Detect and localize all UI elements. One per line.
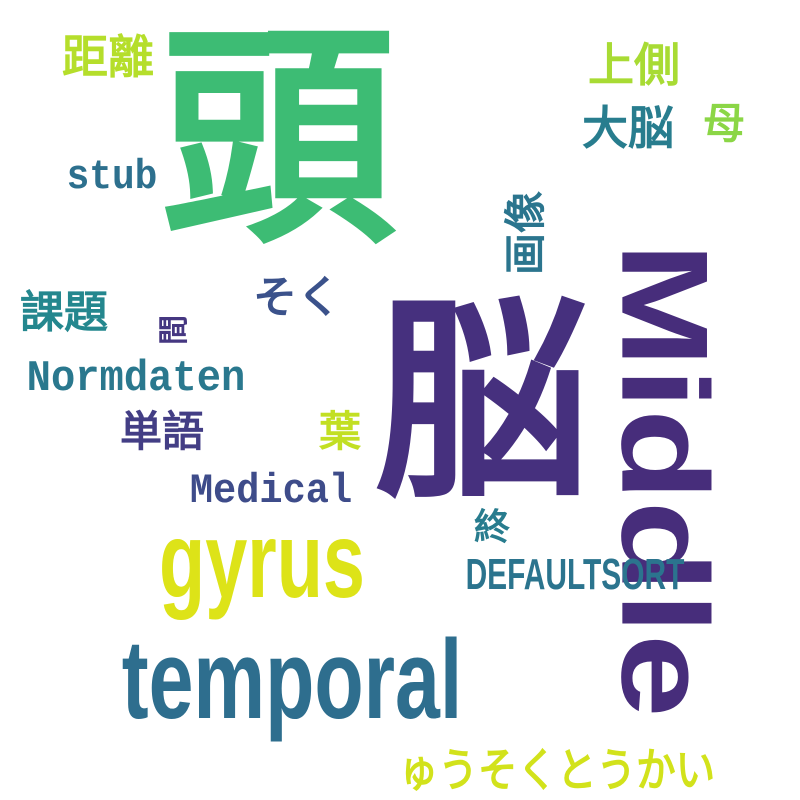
word-bo: 母 bbox=[702, 99, 746, 148]
word-gyrus: gyrus bbox=[159, 499, 365, 620]
word-gazou: 画像 bbox=[501, 190, 550, 276]
word-nou: 脳 bbox=[374, 276, 590, 528]
word-ha: 葉 bbox=[318, 407, 362, 456]
word-medical: Medical bbox=[189, 467, 353, 515]
word-tango: 単語 bbox=[119, 407, 205, 456]
word-yusoku: ゅうそくとうかい bbox=[398, 743, 716, 797]
word-kadai: 課題 bbox=[20, 287, 108, 338]
word-defaultsort: DEFAULTSORT bbox=[465, 550, 685, 599]
word-kyori: 距離 bbox=[62, 30, 154, 84]
word-aida: 間 bbox=[157, 315, 192, 345]
word-atama: 頭 bbox=[160, 3, 396, 277]
word-normdaten: Normdaten bbox=[26, 354, 246, 404]
word-stub: stub bbox=[66, 153, 158, 201]
word-owari: 終 bbox=[473, 507, 511, 548]
word-jousoku: 上側 bbox=[588, 38, 680, 92]
word-temporal: temporal bbox=[121, 617, 463, 742]
word-soku: そく bbox=[253, 272, 341, 323]
word-dainou: 大脳 bbox=[582, 101, 674, 155]
word-middle: Middle bbox=[596, 242, 734, 718]
